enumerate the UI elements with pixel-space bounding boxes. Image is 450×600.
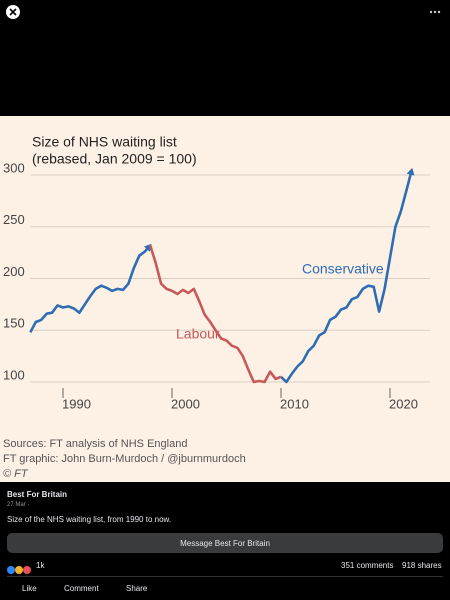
source: FT graphic: John Burn-Murdoch / @jburnmu…: [3, 453, 246, 465]
comment-button[interactable]: Comment: [64, 584, 99, 593]
y-tick-label: 200: [3, 264, 25, 279]
author[interactable]: Best For Britain: [7, 490, 68, 499]
y-tick-label: 250: [3, 212, 25, 227]
message-button[interactable]: Message Best For Britain: [7, 533, 443, 553]
series-label: Conservative: [302, 261, 384, 277]
date: 27 Mar ·: [7, 502, 30, 508]
comment-count[interactable]: 351 comments: [341, 561, 394, 570]
series-line: [148, 245, 282, 384]
y-tick-label: 100: [3, 367, 25, 382]
divider: [7, 576, 443, 577]
chart-background: [0, 116, 450, 482]
reaction-count[interactable]: 1k: [36, 561, 45, 570]
chart-title: Size of NHS waiting list: [32, 134, 177, 150]
close-icon: [9, 8, 17, 16]
reaction-icons: [7, 561, 31, 579]
source: Sources: FT analysis of NHS England: [3, 438, 187, 450]
like-button[interactable]: Like: [22, 584, 37, 593]
more-button[interactable]: [429, 10, 441, 14]
button-label: Message Best For Britain: [180, 538, 270, 548]
source: © FT: [3, 468, 29, 480]
share-count[interactable]: 918 shares: [402, 561, 442, 570]
x-tick-label: 2020: [389, 396, 418, 411]
x-tick-label: 1990: [62, 396, 91, 411]
post-text: Size of the NHS waiting list, from 1990 …: [7, 515, 172, 524]
chart-subtitle: (rebased, Jan 2009 = 100): [32, 151, 197, 167]
x-tick-label: 2010: [280, 396, 309, 411]
x-tick-label: 2000: [171, 396, 200, 411]
y-tick-label: 150: [3, 316, 25, 331]
series-label: Labour: [176, 326, 220, 342]
y-tick-label: 300: [3, 160, 25, 175]
series-line: [280, 167, 415, 384]
series-line: [29, 243, 152, 333]
share-button[interactable]: Share: [126, 584, 148, 593]
